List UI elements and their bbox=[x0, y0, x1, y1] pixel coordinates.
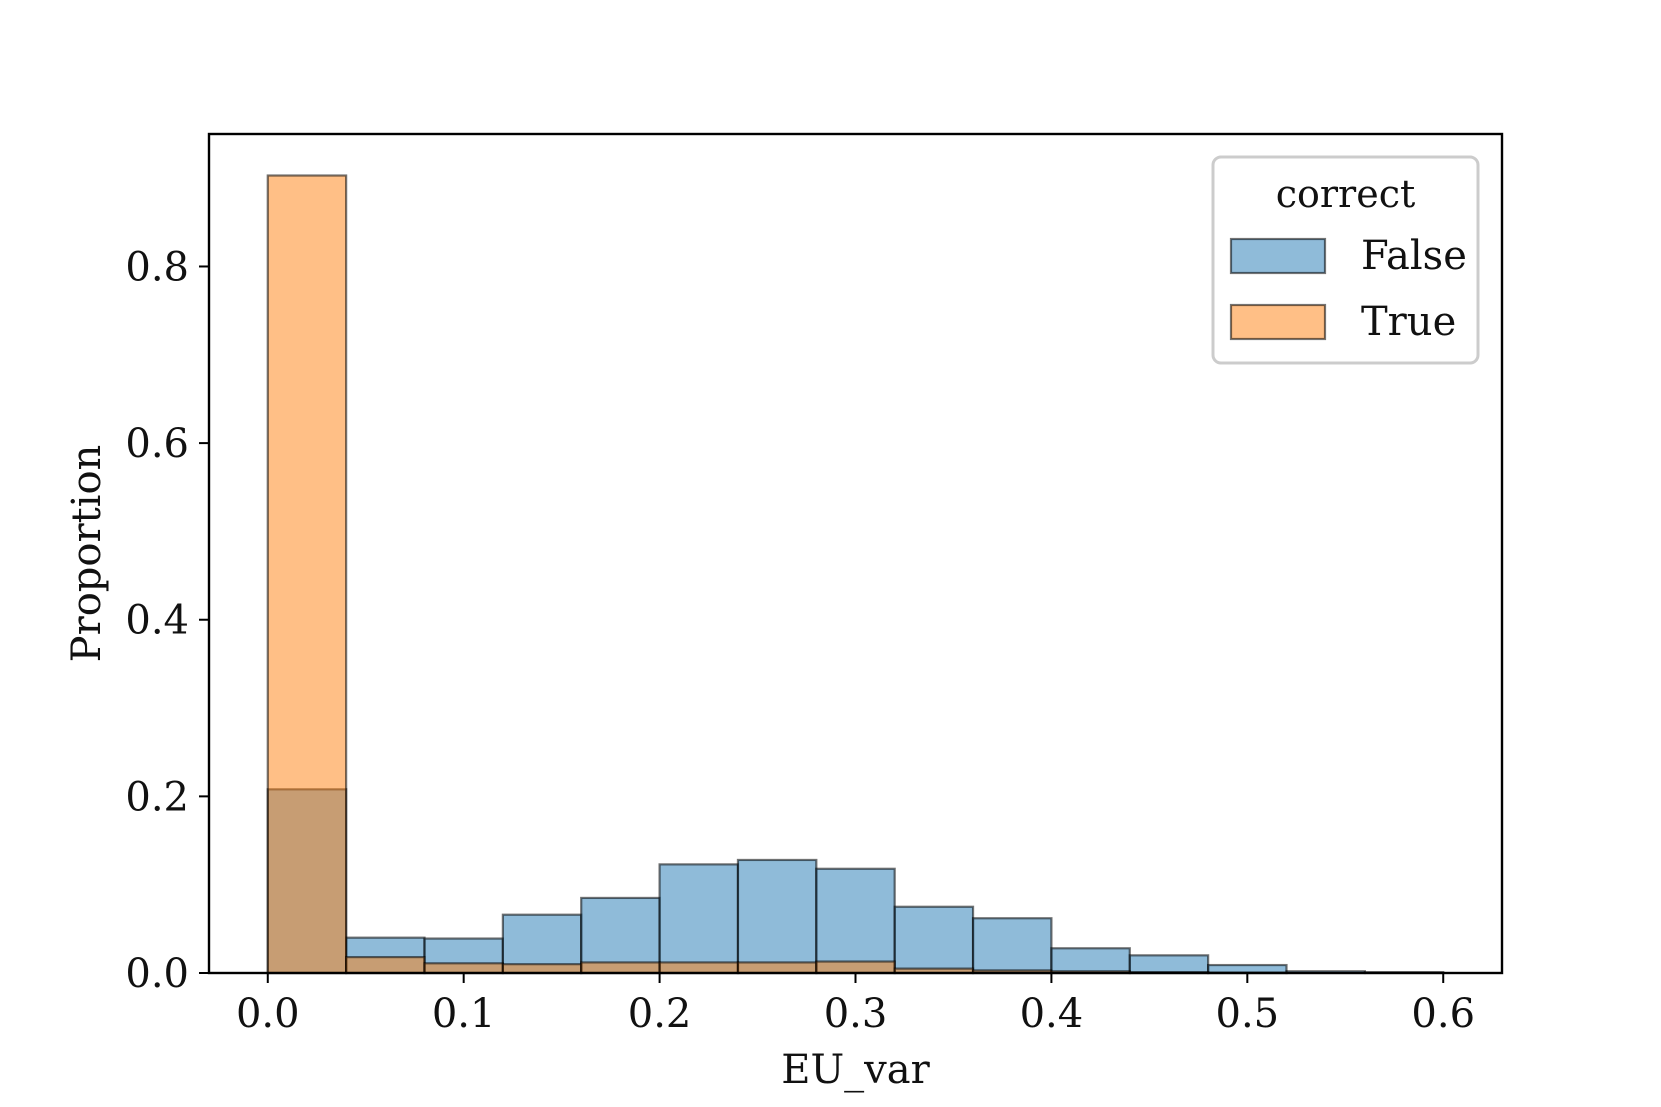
x-tick-label-1: 0.1 bbox=[432, 991, 496, 1037]
bar-false-7 bbox=[815, 867, 896, 975]
y-tick-label-0: 0.0 bbox=[125, 951, 189, 997]
x-tick-label-5: 0.5 bbox=[1216, 991, 1280, 1037]
legend-swatch-true bbox=[1229, 303, 1327, 341]
x-tick-label-3: 0.3 bbox=[824, 991, 888, 1037]
y-tick-label-2: 0.4 bbox=[125, 598, 189, 644]
legend-entries: False True bbox=[1229, 233, 1467, 345]
y-tick-label-1: 0.2 bbox=[125, 774, 189, 820]
bar-false-10 bbox=[1050, 947, 1131, 975]
y-axis-label: Proportion bbox=[64, 445, 110, 663]
legend-title: correct bbox=[1276, 172, 1416, 216]
x-tick-label-2: 0.2 bbox=[628, 991, 692, 1037]
bar-false-11 bbox=[1128, 954, 1210, 975]
legend-label-false: False bbox=[1361, 233, 1467, 279]
bar-false-9 bbox=[971, 917, 1053, 975]
bar-true-3 bbox=[501, 963, 583, 975]
x-axis-ticks: 0.0 0.1 0.2 0.3 0.4 0.5 0.6 bbox=[236, 973, 1475, 1037]
bar-true-0 bbox=[266, 174, 348, 975]
y-axis-ticks: 0.0 0.2 0.4 0.6 0.8 bbox=[125, 244, 209, 997]
x-axis-label: EU_var bbox=[781, 1047, 930, 1093]
x-tick-label-6: 0.6 bbox=[1411, 991, 1475, 1037]
x-tick-label-4: 0.4 bbox=[1020, 991, 1084, 1037]
x-tick-label-0: 0.0 bbox=[236, 991, 300, 1037]
bar-false-5 bbox=[658, 863, 740, 975]
bar-false-6 bbox=[736, 858, 818, 975]
legend: correct False True bbox=[1211, 155, 1480, 365]
bar-true-1 bbox=[345, 956, 426, 975]
legend-label-true: True bbox=[1361, 299, 1456, 345]
bar-true-2 bbox=[423, 962, 504, 975]
bar-true-5 bbox=[658, 961, 740, 975]
series-true-bars bbox=[266, 174, 1288, 975]
bar-true-6 bbox=[736, 961, 818, 975]
y-tick-label-4: 0.8 bbox=[125, 244, 189, 290]
y-tick-label-3: 0.6 bbox=[125, 421, 189, 467]
bar-false-8 bbox=[893, 905, 975, 975]
bar-true-4 bbox=[580, 961, 661, 975]
series-false-bars bbox=[266, 788, 1445, 975]
legend-swatch-false bbox=[1229, 237, 1327, 275]
bar-true-7 bbox=[815, 960, 896, 975]
